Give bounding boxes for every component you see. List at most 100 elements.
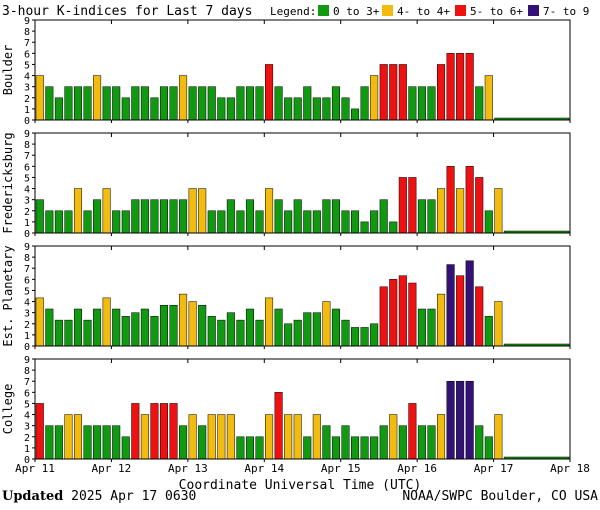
k-bar [398,275,407,347]
k-bar [83,319,92,347]
k-bar [93,75,102,121]
y-tick-label: 2 [24,207,30,218]
k-bar [265,297,274,347]
k-bar [322,301,331,347]
footer-updated: Updated 2025 Apr 17 0630 [2,489,196,504]
y-tick-label: 1 [24,105,30,116]
y-tick-label: 2 [24,320,30,331]
k-bar [398,425,407,460]
k-bar [131,403,140,460]
legend-entry-3: 7- to 9 [543,5,589,18]
k-bar [245,436,254,460]
k-bar [226,97,235,121]
k-bar [255,436,264,460]
k-bar [284,323,293,347]
k-bar [465,166,474,234]
panel-frame [34,132,571,234]
k-bar [351,327,360,347]
x-tick-label: Apr 11 [15,462,55,475]
k-bar [360,86,369,121]
k-bar [121,316,130,347]
updated-value: 2025 Apr 17 0630 [71,489,197,504]
k-bar [494,301,503,347]
x-tick-label: Apr 15 [321,462,361,475]
k-bar [465,260,474,347]
k-bar [293,414,302,460]
k-bar [370,323,379,347]
k-bar [73,414,83,460]
y-tick-label: 9 [24,16,30,27]
x-axis-label: Coordinate Universal Time (UTC) [179,478,422,493]
k-bar [35,403,44,460]
k-bar [427,86,436,121]
k-bar [303,312,312,347]
k-bar [475,286,484,347]
k-bar [112,308,121,347]
k-bar [456,188,465,234]
k-bar [475,177,484,234]
k-bar [437,414,446,460]
x-tick-label: Apr 18 [550,462,590,475]
k-bar [64,414,73,460]
y-tick-label: 6 [24,388,30,399]
k-bar [236,319,245,347]
y-tick-label: 5 [24,60,30,71]
y-tick-label: 7 [24,377,30,388]
k-bar [236,210,245,234]
k-bar [131,86,140,121]
k-bar [303,86,312,121]
y-tick-label: 0 [24,229,30,240]
k-bar [437,188,446,234]
k-bar [159,403,168,460]
k-bar [169,403,178,460]
updated-label: Updated [2,489,64,504]
k-bar [465,380,474,460]
k-bar [331,308,340,347]
k-bar [54,425,63,460]
k-bar [351,436,360,460]
k-bar [456,275,465,347]
k-bar [207,86,216,121]
k-bar [389,279,398,347]
k-bar [437,64,446,121]
k-bar [274,199,283,234]
k-bar [427,308,436,347]
k-bar [331,86,340,121]
k-bar [494,188,503,234]
k-bar [64,319,73,347]
k-bar [121,97,130,121]
k-bar [274,308,283,347]
k-bar [417,199,426,234]
k-bar [140,86,149,121]
k-bar [112,425,121,460]
k-bar [484,75,493,121]
panel-ylabel: College [1,384,15,435]
x-tick-label: Apr 16 [397,462,437,475]
y-tick-label: 3 [24,83,30,94]
k-bar [293,199,302,234]
x-axis: Apr 11 Apr 12 Apr 13 Apr 14 Apr 15 Apr 16 Apr … [15,462,590,475]
k-bar [217,210,226,234]
y-tick-label: 4 [24,298,30,309]
k-bar [284,414,293,460]
k-bar [179,199,188,234]
k-bar [45,308,54,347]
k-bar [341,97,350,121]
k-bar [312,414,321,460]
k-bar [93,199,102,234]
k-bar [54,210,63,234]
k-bar [236,436,245,460]
k-bar [312,97,321,121]
y-tick-label: 7 [24,151,30,162]
k-bar [265,414,274,460]
panel-ylabel: Fredericksburg [1,132,15,233]
y-tick-label: 1 [24,331,30,342]
k-bar [45,86,54,121]
k-bar [54,319,63,347]
k-bar [408,86,417,121]
k-bar [131,312,140,347]
k-bar [303,436,312,460]
